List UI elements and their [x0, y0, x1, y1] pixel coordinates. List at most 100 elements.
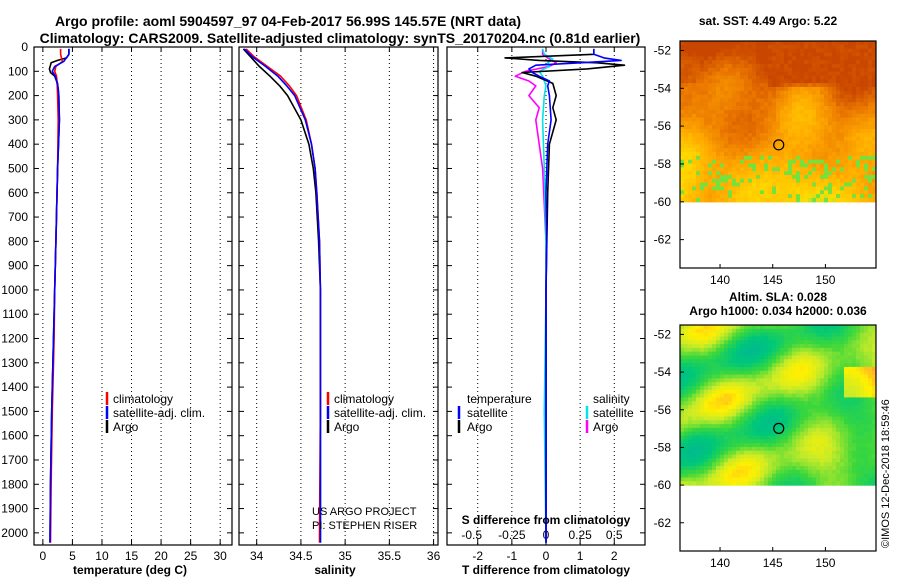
heatmap-cell	[688, 393, 693, 399]
heatmap-cell	[744, 378, 749, 383]
heatmap-cell	[836, 412, 841, 418]
heatmap-cell	[840, 359, 845, 364]
heatmap-cell	[684, 41, 689, 46]
heatmap-cell	[776, 397, 781, 402]
heatmap-cell	[692, 328, 697, 334]
heatmap-cell	[724, 458, 729, 463]
heatmap-cell	[744, 125, 749, 130]
heatmap-cell	[824, 106, 829, 111]
heatmap-cell	[856, 125, 861, 130]
heatmap-cell	[780, 98, 785, 103]
heatmap-cell	[824, 113, 829, 119]
heatmap-cell	[764, 194, 769, 199]
heatmap-cell	[800, 336, 805, 341]
heatmap-cell	[816, 462, 821, 467]
heatmap-cell	[768, 389, 773, 395]
heatmap-cell	[732, 117, 737, 122]
heatmap-cell	[800, 427, 805, 433]
heatmap-cell	[824, 48, 829, 54]
heatmap-cell	[812, 144, 817, 149]
heatmap-cell	[768, 152, 773, 157]
heatmap-cell	[752, 477, 757, 482]
heatmap-cell	[700, 416, 705, 421]
heatmap-cell	[872, 148, 876, 153]
heatmap-cell	[680, 370, 685, 376]
heatmap-cell	[764, 355, 769, 360]
heatmap-cell	[740, 347, 745, 353]
heatmap-cell	[804, 477, 809, 482]
heatmap-cell	[864, 56, 869, 61]
heatmap-cell	[824, 336, 829, 341]
heatmap-cell	[748, 129, 753, 134]
heatmap-cell	[680, 144, 685, 149]
heatmap-cell	[700, 393, 705, 399]
heatmap-cell	[708, 197, 713, 203]
heatmap-cell	[760, 83, 765, 88]
heatmap-cell	[720, 340, 725, 345]
heatmap-cell	[732, 473, 737, 479]
heatmap-cell	[720, 174, 725, 180]
heatmap-cell	[700, 48, 705, 54]
heatmap-cell	[772, 366, 777, 372]
heatmap-cell	[752, 458, 757, 463]
heatmap-cell	[780, 439, 785, 444]
heatmap-cell	[700, 424, 705, 429]
heatmap-cell	[836, 71, 841, 77]
sla-map-frame	[679, 324, 877, 552]
heatmap-cell	[860, 41, 865, 46]
heatmap-cell	[852, 420, 857, 425]
heatmap-cell	[824, 420, 829, 425]
x-tick-label: 5	[69, 549, 76, 563]
heatmap-cell	[712, 340, 717, 345]
heatmap-cell	[808, 363, 813, 368]
heatmap-cell	[840, 167, 845, 172]
heatmap-cell	[776, 194, 781, 199]
heatmap-cell	[728, 121, 733, 126]
heatmap-cell	[704, 144, 709, 149]
heatmap-cell	[836, 435, 841, 440]
heatmap-cell	[840, 148, 845, 153]
heatmap-cell	[764, 450, 769, 456]
heatmap-cell	[864, 446, 869, 452]
heatmap-cell	[748, 363, 753, 368]
heatmap-cell	[828, 328, 833, 334]
heatmap-cell	[792, 48, 797, 54]
heatmap-cell	[688, 359, 693, 364]
heatmap-cell	[692, 144, 697, 149]
heatmap-cell	[840, 159, 845, 165]
heatmap-cell	[700, 155, 705, 161]
heatmap-cell	[772, 401, 777, 406]
heatmap-cell	[784, 427, 789, 433]
heatmap-cell	[772, 98, 777, 103]
heatmap-cell	[704, 469, 709, 475]
heatmap-cell	[828, 355, 833, 360]
heatmap-cell	[804, 90, 809, 96]
heatmap-cell	[788, 60, 793, 65]
heatmap-cell	[808, 178, 813, 184]
heatmap-cell	[696, 152, 701, 157]
heatmap-cell	[828, 405, 833, 410]
heatmap-cell	[716, 121, 721, 126]
heatmap-cell	[800, 439, 805, 444]
heatmap-cell	[796, 336, 801, 341]
heatmap-cell	[868, 462, 873, 467]
heatmap-cell	[692, 446, 697, 452]
heatmap-cell	[700, 347, 705, 353]
heatmap-cell	[824, 401, 829, 406]
heatmap-cell	[796, 163, 801, 168]
heatmap-cell	[712, 454, 717, 459]
heatmap-cell	[760, 397, 765, 402]
heatmap-cell	[872, 48, 876, 54]
heatmap-cell	[732, 363, 737, 368]
heatmap-cell	[720, 98, 725, 103]
heatmap-cell	[688, 144, 693, 149]
heatmap-cell	[788, 374, 793, 379]
heatmap-cell	[712, 405, 717, 410]
heatmap-cell	[824, 466, 829, 471]
heatmap-cell	[872, 401, 876, 406]
heatmap-cell	[720, 466, 725, 471]
heatmap-cell	[740, 332, 745, 338]
heatmap-cell	[768, 397, 773, 402]
heatmap-cell	[872, 178, 876, 184]
heatmap-cell	[712, 174, 717, 180]
